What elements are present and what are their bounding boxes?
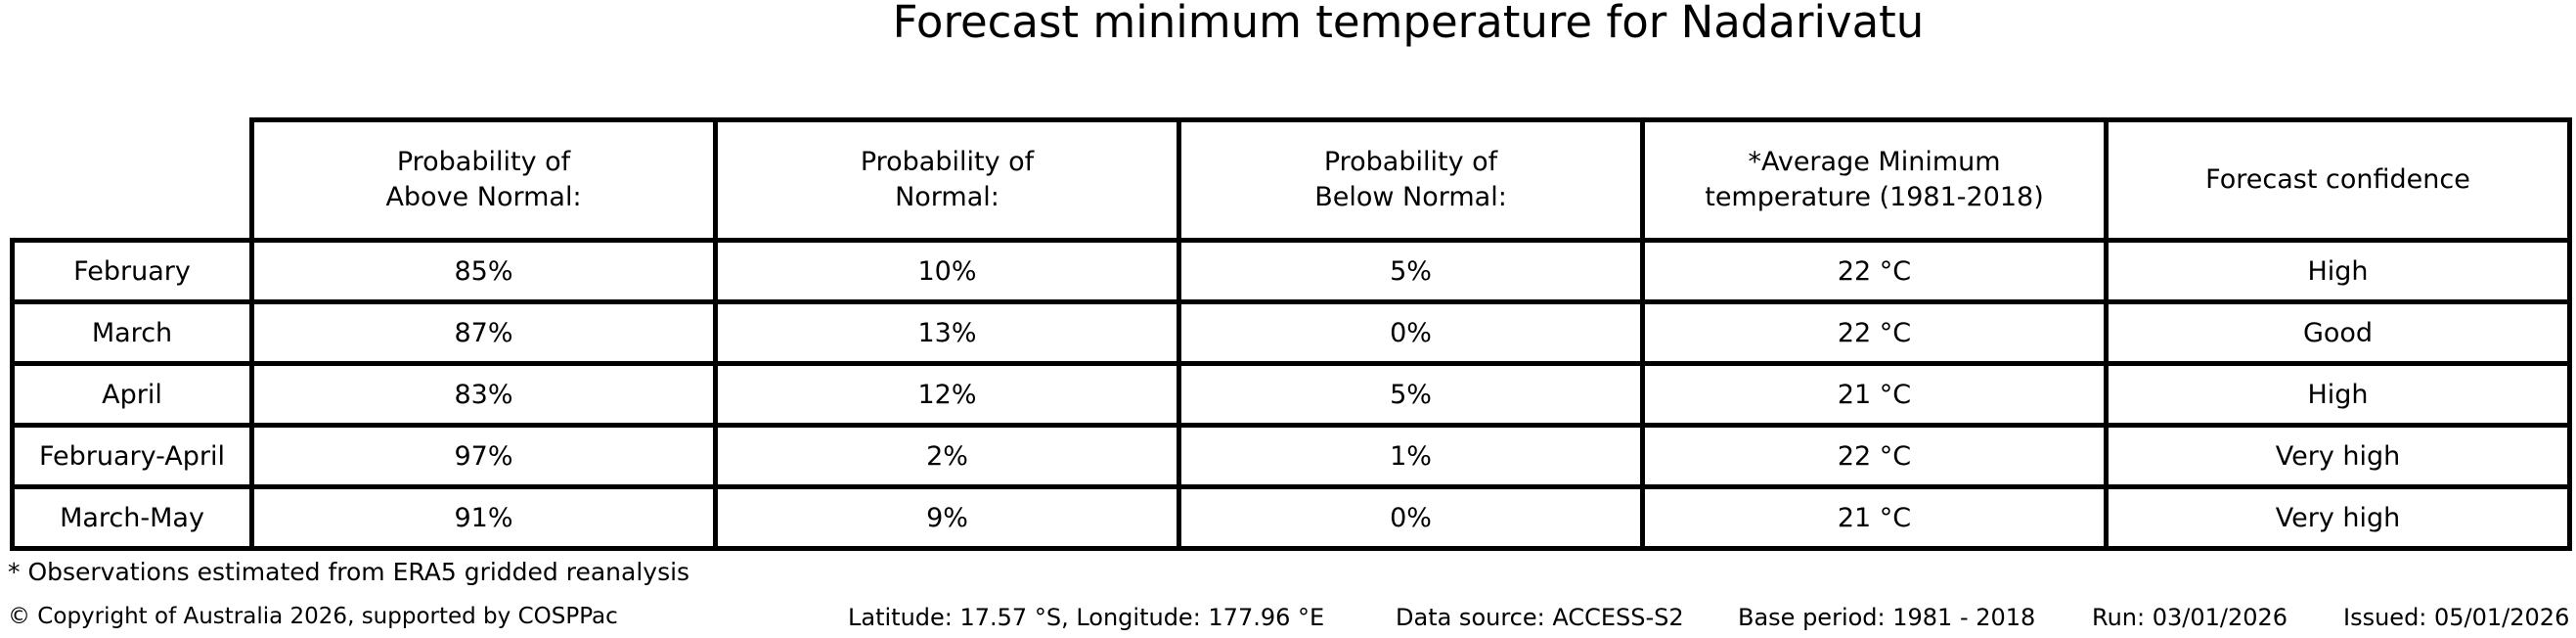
- cell-normal: 9%: [713, 484, 1181, 551]
- cell-average-minimum: 21 °C: [1640, 361, 2109, 428]
- location-coordinates: Latitude: 17.57 °S, Longitude: 177.96 °E: [848, 604, 1325, 631]
- data-source-text: Data source: ACCESS-S2: [1396, 604, 1684, 631]
- cell-confidence: Good: [2104, 299, 2572, 366]
- cell-confidence: Very high: [2104, 484, 2572, 551]
- corner-blank-cell: [13, 120, 252, 241]
- row-label: April: [10, 361, 254, 428]
- table-row: April 83% 12% 5% 21 °C High: [10, 361, 2572, 428]
- cell-above-normal: 85%: [249, 238, 718, 304]
- cell-below-normal: 5%: [1177, 238, 1645, 304]
- issued-date-text: Issued: 05/01/2026: [2343, 604, 2570, 631]
- table-row: February-April 97% 2% 1% 22 °C Very high: [10, 423, 2572, 489]
- base-period-text: Base period: 1981 - 2018: [1738, 604, 2036, 631]
- table-row: February 85% 10% 5% 22 °C High: [10, 238, 2572, 304]
- cell-average-minimum: 21 °C: [1640, 484, 2109, 551]
- cell-below-normal: 5%: [1177, 361, 1645, 428]
- table-row: March-May 91% 9% 0% 21 °C Very high: [10, 484, 2572, 551]
- table-row: March 87% 13% 0% 22 °C Good: [10, 299, 2572, 366]
- column-header-below-normal: Probability of Below Normal:: [1177, 117, 1645, 243]
- cell-above-normal: 83%: [249, 361, 718, 428]
- cell-normal: 12%: [713, 361, 1181, 428]
- cell-above-normal: 87%: [249, 299, 718, 366]
- cell-normal: 10%: [713, 238, 1181, 304]
- cell-confidence: Very high: [2104, 423, 2572, 489]
- row-label: February-April: [10, 423, 254, 489]
- cell-average-minimum: 22 °C: [1640, 423, 2109, 489]
- column-header-average-minimum: *Average Minimum temperature (1981-2018): [1640, 117, 2109, 243]
- row-label: March-May: [10, 484, 254, 551]
- column-header-forecast-confidence: Forecast confidence: [2104, 117, 2572, 243]
- cell-normal: 2%: [713, 423, 1181, 489]
- column-header-above-normal: Probability of Above Normal:: [249, 117, 718, 243]
- cell-below-normal: 1%: [1177, 423, 1645, 489]
- row-label: February: [10, 238, 254, 304]
- cell-below-normal: 0%: [1177, 299, 1645, 366]
- cell-confidence: High: [2104, 361, 2572, 428]
- copyright-text: © Copyright of Australia 2026, supported…: [8, 604, 618, 629]
- cell-above-normal: 91%: [249, 484, 718, 551]
- table-header-row: Probability of Above Normal: Probability…: [13, 117, 2572, 243]
- cell-normal: 13%: [713, 299, 1181, 366]
- observations-footnote: * Observations estimated from ERA5 gridd…: [8, 558, 690, 586]
- column-header-normal: Probability of Normal:: [713, 117, 1181, 243]
- cell-below-normal: 0%: [1177, 484, 1645, 551]
- run-date-text: Run: 03/01/2026: [2092, 604, 2288, 631]
- cell-average-minimum: 22 °C: [1640, 238, 2109, 304]
- row-label: March: [10, 299, 254, 366]
- page-title: Forecast minimum temperature for Nadariv…: [892, 0, 1925, 48]
- forecast-table: Probability of Above Normal: Probability…: [10, 117, 2572, 551]
- cell-confidence: High: [2104, 238, 2572, 304]
- cell-above-normal: 97%: [249, 423, 718, 489]
- cell-average-minimum: 22 °C: [1640, 299, 2109, 366]
